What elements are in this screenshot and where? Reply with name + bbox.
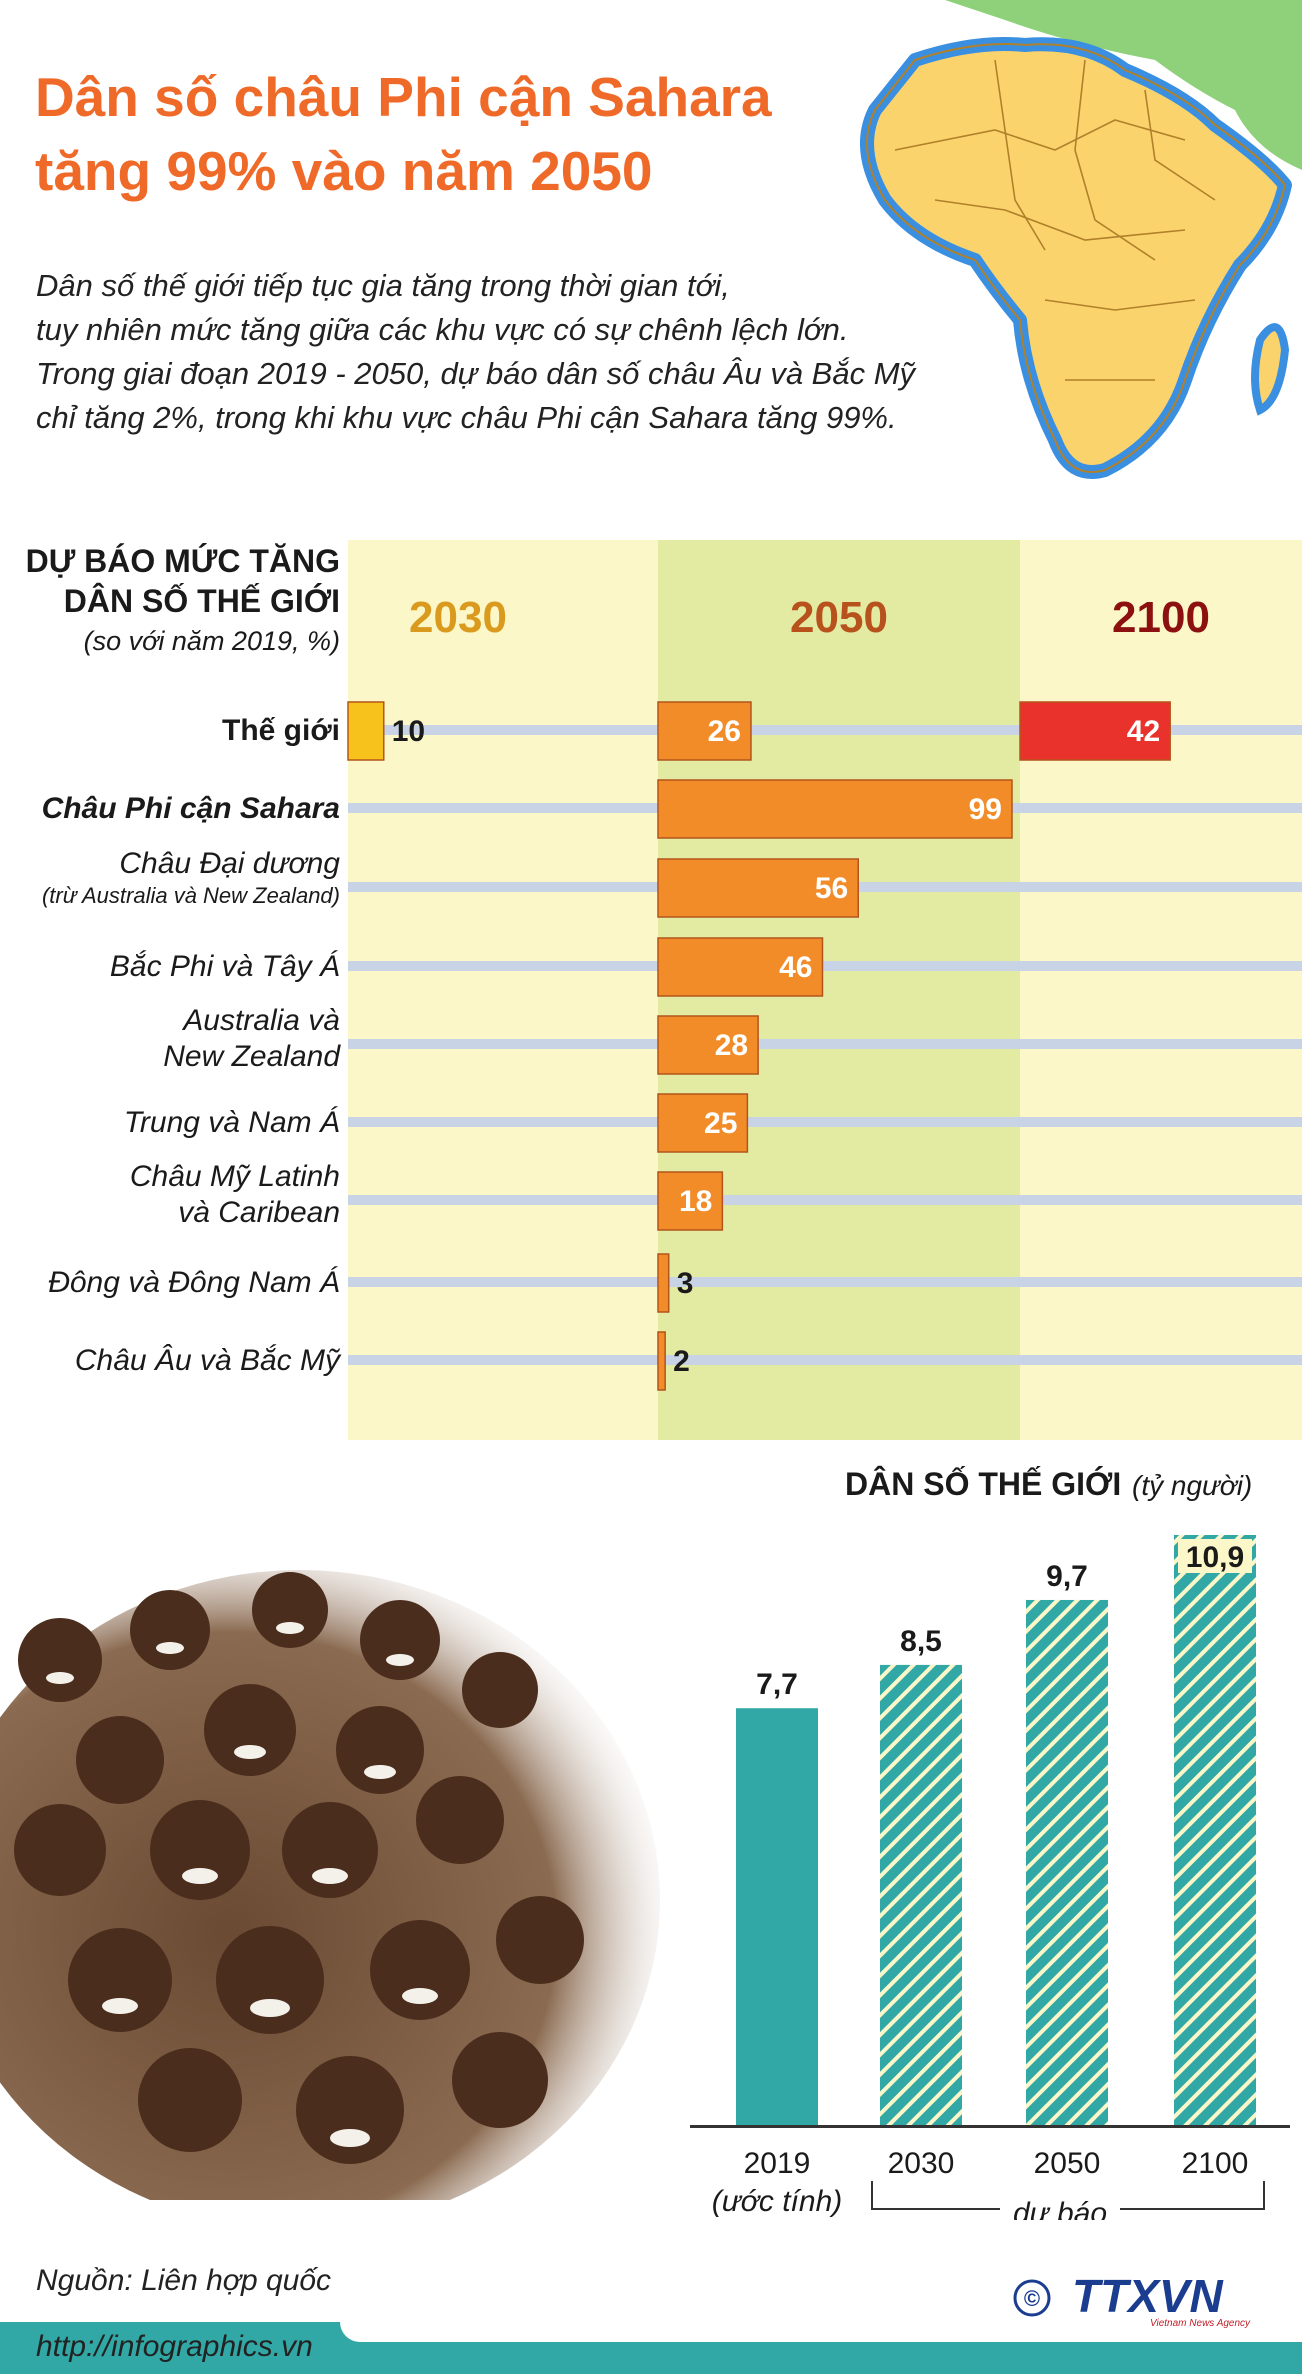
bar-value-label: 25 xyxy=(704,1107,737,1140)
bar-2050 xyxy=(657,1331,666,1391)
intro-line: chỉ tăng 2%, trong khi khu vực châu Phi … xyxy=(36,400,897,435)
row-label: Bắc Phi và Tây Á xyxy=(110,950,340,983)
column-year-2100: 2100 xyxy=(1112,593,1210,642)
row-label: Châu Phi cận Sahara xyxy=(42,792,340,825)
intro-line: Dân số thế giới tiếp tục gia tăng trong … xyxy=(36,268,730,303)
row-gridline xyxy=(348,1117,1302,1127)
column-panel-2030 xyxy=(348,540,658,1440)
bar-2050 xyxy=(657,858,859,918)
chart1-title-line: DỰ BÁO MỨC TĂNG xyxy=(26,543,340,579)
page-title: Dân số châu Phi cận Sahara tăng 99% vào … xyxy=(35,60,895,208)
row-label: Australia và xyxy=(181,1004,340,1037)
category-label: 2030 xyxy=(888,2147,955,2180)
copyright-icon: © xyxy=(1024,2286,1040,2311)
row-label: Trung và Nam Á xyxy=(124,1106,340,1139)
logo-text: TTXVN xyxy=(1072,2270,1224,2322)
intro-paragraph: Dân số thế giới tiếp tục gia tăng trong … xyxy=(36,264,1046,440)
row-gridline xyxy=(348,1195,1302,1205)
bar-value-label: 46 xyxy=(779,951,812,984)
row-label: Châu Đại dương xyxy=(119,847,340,880)
bar-2050 xyxy=(657,1015,759,1075)
population-value-label: 7,7 xyxy=(756,1668,798,1701)
column-year-2050: 2050 xyxy=(790,593,888,642)
column-year-2030: 2030 xyxy=(409,593,507,642)
row-label: Châu Mỹ Latinh xyxy=(130,1160,340,1193)
category-note: (ước tính) xyxy=(712,2185,843,2218)
growth-forecast-chart: 2030 2050 2100 DỰ BÁO MỨC TĂNG DÂN SỐ THẾ GI… xyxy=(26,540,1302,1440)
bar-value-label: 42 xyxy=(1127,715,1160,748)
population-bar-2030 xyxy=(880,1664,962,2125)
bar-value-label: 18 xyxy=(679,1185,712,1218)
population-bar-2050 xyxy=(1026,1599,1108,2125)
population-value-label: 9,7 xyxy=(1046,1560,1088,1593)
bar-2050 xyxy=(657,937,824,997)
bar-2050 xyxy=(657,779,1013,839)
column-panel-2100 xyxy=(1020,540,1302,1440)
chart1-subtitle: (so với năm 2019, %) xyxy=(84,626,340,656)
row-label: Châu Âu và Bắc Mỹ xyxy=(75,1344,342,1377)
category-label: 2050 xyxy=(1034,2147,1101,2180)
bar-value-label: 99 xyxy=(969,793,1002,826)
title-line-2: tăng 99% vào năm 2050 xyxy=(35,140,653,202)
row-label: Đông và Đông Nam Á xyxy=(48,1266,340,1299)
row-gridline xyxy=(348,961,1302,971)
bar-value-label: 56 xyxy=(815,872,848,905)
bar-value-label: 28 xyxy=(715,1029,748,1062)
row-gridline xyxy=(348,1277,1302,1287)
bar-value-label: 26 xyxy=(708,715,741,748)
chart1-title-line: DÂN SỐ THẾ GIỚI xyxy=(64,583,340,619)
row-sublabel: và Caribean xyxy=(178,1196,340,1229)
bar-2050 xyxy=(657,1093,749,1153)
row-sublabel: (trừ Australia và New Zealand) xyxy=(42,883,340,908)
chart2-title: DÂN SỐ THẾ GIỚI xyxy=(845,1466,1121,1502)
category-label: 2100 xyxy=(1182,2147,1249,2180)
ttxvn-logo: © TTXVN Vietnam News Agency xyxy=(1013,2270,1251,2328)
row-label: Thế giới xyxy=(222,714,340,747)
forecast-label-background xyxy=(1000,2195,1120,2220)
row-gridline xyxy=(348,1355,1302,1365)
world-population-chart: DÂN SỐ THẾ GIỚI (tỷ người) 7,7 2019 (ước tín… xyxy=(690,1466,1290,2220)
bar-value-label: 10 xyxy=(392,715,425,748)
footer-link[interactable]: http://infographics.vn xyxy=(36,2330,313,2363)
children-photo xyxy=(0,1570,660,2200)
bar-value-label: 3 xyxy=(677,1267,694,1300)
bar-2050 xyxy=(657,1171,724,1231)
bar-2050 xyxy=(657,701,752,761)
row-gridline xyxy=(348,1039,1302,1049)
bar-value-label: 2 xyxy=(673,1345,690,1378)
logo-subtext: Vietnam News Agency xyxy=(1150,2318,1251,2328)
baseline xyxy=(690,2125,1290,2128)
bar-2050 xyxy=(657,1253,670,1313)
forecast-label: dự báo xyxy=(1013,2197,1107,2220)
africa-map xyxy=(855,0,1302,500)
intro-line: Trong giai đoạn 2019 - 2050, dự báo dân … xyxy=(36,356,916,391)
bar-2100 xyxy=(1019,701,1171,761)
intro-line: tuy nhiên mức tăng giữa các khu vực có s… xyxy=(36,312,849,347)
row-sublabel: New Zealand xyxy=(163,1040,341,1073)
bar-label-background xyxy=(1178,1539,1252,1573)
title-line-1: Dân số châu Phi cận Sahara xyxy=(35,66,772,128)
population-bar-2019 xyxy=(736,1708,818,2125)
population-value-label: 8,5 xyxy=(900,1625,942,1658)
source-note: Nguồn: Liên hợp quốc xyxy=(36,2264,332,2297)
population-value-label: 10,9 xyxy=(1186,1541,1244,1574)
row-gridline xyxy=(348,725,1302,735)
category-label: 2019 xyxy=(744,2147,811,2180)
bar-2030 xyxy=(347,701,385,761)
population-bar-2100 xyxy=(1174,1535,1256,2125)
footer-curve xyxy=(340,2322,1302,2342)
chart2-unit: (tỷ người) xyxy=(1132,1470,1252,1501)
